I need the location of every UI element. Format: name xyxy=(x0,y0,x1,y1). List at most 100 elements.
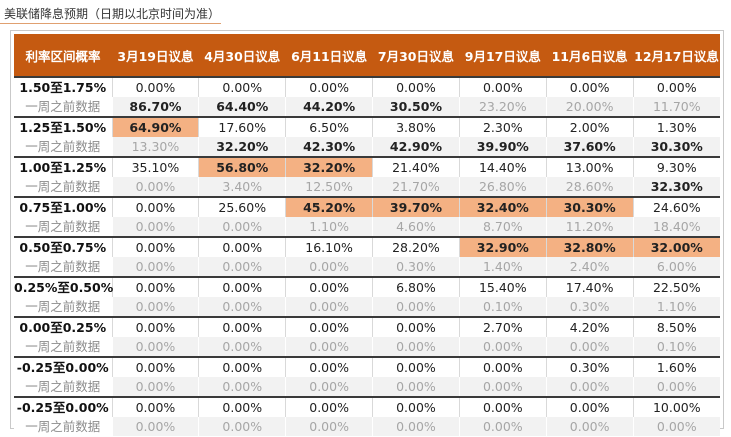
probability-cell: 9.30% xyxy=(632,156,720,177)
prior-probability-cell: 0.00% xyxy=(111,297,199,317)
prior-probability-cell: 1.10% xyxy=(632,297,720,317)
prior-probability-cell: 32.20% xyxy=(198,137,286,157)
probability-cell: 32.90% xyxy=(458,236,547,257)
prior-probability-cell: 0.30% xyxy=(372,257,460,277)
prior-probability-cell: 13.30% xyxy=(111,137,199,157)
probability-cell: 17.60% xyxy=(198,116,286,137)
probability-cell: 1.60% xyxy=(632,356,720,377)
probability-cell: 0.00% xyxy=(111,316,199,337)
probability-cell: 16.10% xyxy=(285,236,373,257)
probability-cell: 0.00% xyxy=(111,356,199,377)
probability-cell: 17.40% xyxy=(545,276,634,297)
rate-range-label: -0.25至0.00% xyxy=(14,356,112,377)
probability-cell: 0.00% xyxy=(198,276,286,297)
probability-cell: 35.10% xyxy=(111,156,199,177)
prior-probability-cell: 2.40% xyxy=(545,257,634,277)
probability-cell: 39.70% xyxy=(372,196,460,217)
column-header-meeting: 7月30日议息 xyxy=(372,34,460,77)
probability-cell: 32.80% xyxy=(545,236,634,257)
prior-probability-cell: 42.30% xyxy=(285,137,373,157)
prior-probability-cell: 3.40% xyxy=(198,177,286,197)
probability-cell: 1.30% xyxy=(632,116,720,137)
probability-cell: 0.00% xyxy=(372,396,460,417)
probability-cell: 0.00% xyxy=(632,76,720,97)
probability-cell: 6.50% xyxy=(285,116,373,137)
probability-cell: 0.00% xyxy=(372,316,460,337)
prior-probability-cell: 8.70% xyxy=(458,217,547,237)
rate-range-label: 0.75至1.00% xyxy=(14,196,112,217)
prior-probability-cell: 0.10% xyxy=(458,297,547,317)
prior-probability-cell: 1.10% xyxy=(285,217,373,237)
rate-range-row: 0.25%至0.50% 0.00% 0.00% 0.00% 6.80% 15.40% 17.… xyxy=(14,276,720,297)
header-row: 利率区间概率 3月19日议息 4月30日议息 6月11日议息 7月30日议息 9月17日议… xyxy=(14,34,720,77)
prior-probability-cell: 0.00% xyxy=(198,217,286,237)
prior-probability-cell: 20.00% xyxy=(545,97,634,117)
prior-week-row: 一周之前数据 86.70% 64.40% 44.20% 30.50% 23.20% 20.0… xyxy=(14,97,720,117)
rate-range-label: -0.25至0.00% xyxy=(14,396,112,417)
prior-probability-cell: 21.70% xyxy=(372,177,460,197)
prior-probability-cell: 39.90% xyxy=(458,137,547,157)
prior-probability-cell: 0.00% xyxy=(111,337,199,357)
rate-range-row: 1.50至1.75% 0.00% 0.00% 0.00% 0.00% 0.00% 0.00%… xyxy=(14,76,720,97)
prior-probability-cell: 42.90% xyxy=(372,137,460,157)
prior-week-label: 一周之前数据 xyxy=(14,377,112,397)
prior-probability-cell: 0.00% xyxy=(285,297,373,317)
probability-cell: 8.50% xyxy=(632,316,720,337)
rate-range-row: 0.50至0.75% 0.00% 0.00% 16.10% 28.20% 32.90% 32… xyxy=(14,236,720,257)
prior-probability-cell: 26.80% xyxy=(458,177,547,197)
probability-cell: 32.20% xyxy=(285,156,373,177)
prior-probability-cell: 4.60% xyxy=(372,217,460,237)
probability-cell: 32.00% xyxy=(632,236,720,257)
title-underline xyxy=(0,23,221,24)
prior-probability-cell: 0.00% xyxy=(285,337,373,357)
prior-probability-cell: 1.40% xyxy=(458,257,547,277)
prior-probability-cell: 32.30% xyxy=(632,177,720,197)
rate-range-row: -0.25至0.00% 0.00% 0.00% 0.00% 0.00% 0.00% 0.00… xyxy=(14,396,720,417)
rate-range-label: 1.50至1.75% xyxy=(14,76,112,97)
probability-cell: 0.00% xyxy=(372,76,460,97)
prior-probability-cell: 0.00% xyxy=(285,377,373,397)
probability-cell: 0.00% xyxy=(285,396,373,417)
prior-probability-cell: 30.50% xyxy=(372,97,460,117)
prior-probability-cell: 0.00% xyxy=(372,417,460,436)
probability-cell: 6.80% xyxy=(372,276,460,297)
prior-probability-cell: 30.30% xyxy=(632,137,720,157)
prior-probability-cell: 0.00% xyxy=(545,377,634,397)
probability-cell: 13.00% xyxy=(545,156,634,177)
prior-probability-cell: 64.40% xyxy=(198,97,286,117)
prior-week-label: 一周之前数据 xyxy=(14,297,112,317)
probability-cell: 28.20% xyxy=(372,236,460,257)
rate-range-row: 1.25至1.50% 64.90% 17.60% 6.50% 3.80% 2.30% 2.0… xyxy=(14,116,720,137)
prior-probability-cell: 0.00% xyxy=(111,417,199,436)
prior-probability-cell: 0.00% xyxy=(285,417,373,436)
probability-cell: 0.00% xyxy=(285,356,373,377)
probability-cell: 56.80% xyxy=(198,156,286,177)
prior-probability-cell: 86.70% xyxy=(111,97,199,117)
column-header-meeting: 11月6日议息 xyxy=(546,34,634,77)
probability-cell: 0.00% xyxy=(198,236,286,257)
probability-cell: 0.00% xyxy=(458,396,547,417)
prior-week-row: 一周之前数据 0.00% 3.40% 12.50% 21.70% 26.80% 28.60%… xyxy=(14,177,720,197)
probability-cell: 32.40% xyxy=(458,196,547,217)
column-header-meeting: 6月11日议息 xyxy=(285,34,373,77)
probability-cell: 22.50% xyxy=(632,276,720,297)
prior-probability-cell: 0.00% xyxy=(198,377,286,397)
table-body: 1.50至1.75% 0.00% 0.00% 0.00% 0.00% 0.00% 0.00%… xyxy=(14,76,720,436)
probability-cell: 0.00% xyxy=(198,396,286,417)
rate-range-row: 0.00至0.25% 0.00% 0.00% 0.00% 0.00% 2.70% 4.20%… xyxy=(14,316,720,337)
probability-cell: 0.00% xyxy=(111,396,199,417)
probability-cell: 0.00% xyxy=(111,276,199,297)
probability-cell: 0.00% xyxy=(285,276,373,297)
probability-cell: 0.00% xyxy=(458,76,547,97)
probability-cell: 0.00% xyxy=(545,396,634,417)
column-header-meeting: 9月17日议息 xyxy=(459,34,547,77)
probability-cell: 21.40% xyxy=(372,156,460,177)
column-header-meeting: 3月19日议息 xyxy=(112,34,199,77)
probability-cell: 0.00% xyxy=(458,356,547,377)
prior-probability-cell: 0.00% xyxy=(372,297,460,317)
prior-probability-cell: 44.20% xyxy=(285,97,373,117)
probability-cell: 64.90% xyxy=(111,116,199,137)
prior-probability-cell: 0.00% xyxy=(632,417,720,436)
prior-probability-cell: 11.20% xyxy=(545,217,634,237)
prior-probability-cell: 0.00% xyxy=(198,417,286,436)
